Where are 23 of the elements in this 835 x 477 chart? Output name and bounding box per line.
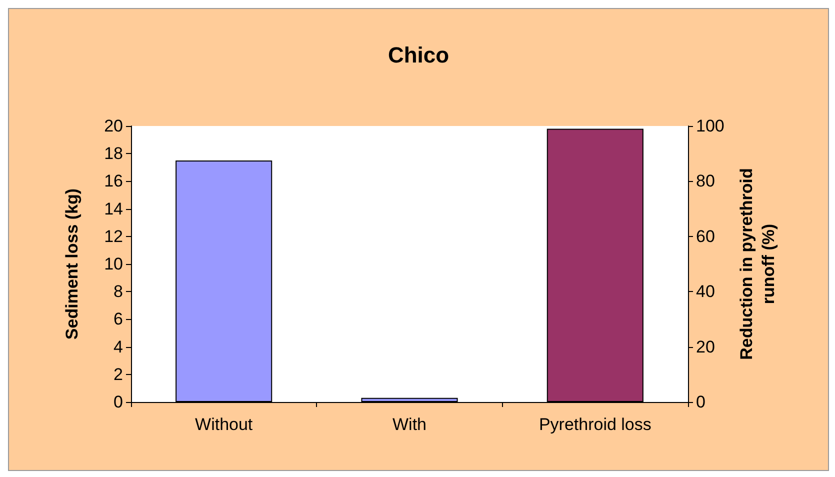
x-tick-label: With [392, 415, 426, 434]
y-tick-label: 6 [114, 310, 123, 329]
y2-tick-label: 40 [696, 282, 715, 302]
y-tick-label: 10 [104, 254, 123, 274]
x-tick-label: Without [195, 415, 253, 434]
y2-tick-label: 20 [696, 337, 715, 356]
y-tick-label: 12 [104, 226, 123, 246]
y2-tick-label: 60 [696, 226, 715, 246]
chart-title: Chico [388, 42, 450, 68]
y-tick-label: 2 [114, 364, 123, 384]
y-tick-label: 8 [114, 282, 123, 302]
y-tick-label: 0 [114, 392, 123, 412]
x-tick-label: Pyrethroid loss [538, 415, 652, 434]
y2-tick-label: 80 [696, 172, 715, 191]
y-tick-label: 20 [104, 116, 123, 136]
y-tick-label: 18 [104, 144, 123, 164]
y-tick-label: 4 [114, 337, 123, 356]
y2-tick-label: 100 [696, 116, 724, 136]
y-tick-label: 14 [104, 199, 123, 218]
y2-axis-title: Reduction in pyrethroid runoff (%) [736, 168, 778, 360]
y2-tick-label: 0 [696, 392, 706, 412]
y-axis-title: Sediment loss (kg) [62, 188, 82, 340]
y-tick-label: 16 [104, 172, 123, 191]
